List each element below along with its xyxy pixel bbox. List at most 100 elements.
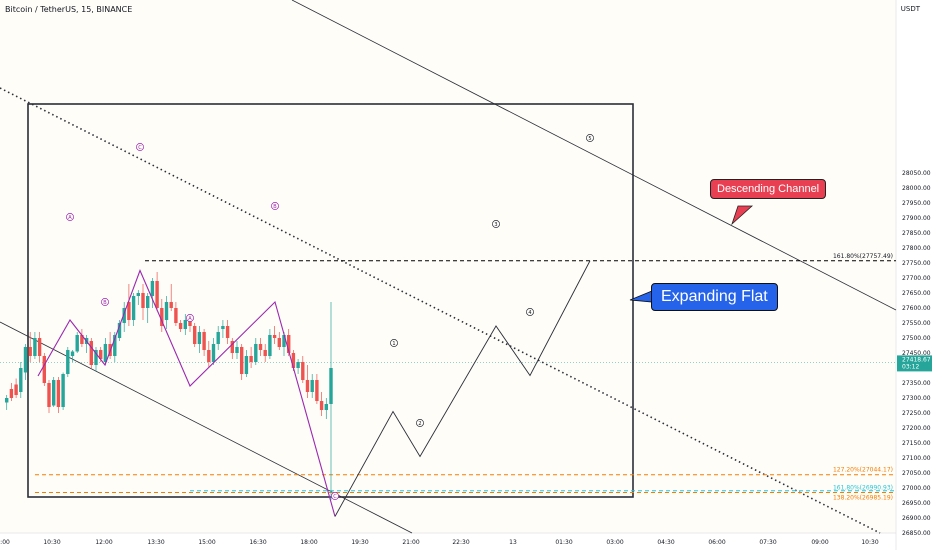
candle-body <box>174 308 178 323</box>
candle-body <box>141 293 145 308</box>
channel-upper-line <box>291 0 897 311</box>
impulse-label: 4 <box>528 310 531 316</box>
price-tick-label: 27850.00 <box>902 230 931 237</box>
wave-abc-path <box>37 269 336 517</box>
candle-body <box>136 293 140 296</box>
candle-body <box>89 341 93 365</box>
candle-body <box>70 351 75 356</box>
candle-body <box>178 323 183 329</box>
price-tick-label: 28000.00 <box>902 185 931 192</box>
candle-body <box>305 380 310 392</box>
price-axis-background <box>896 0 932 550</box>
price-tick-label: 27300.00 <box>902 395 931 402</box>
candle-body <box>193 326 197 344</box>
candle-body <box>131 296 136 320</box>
candle-body <box>52 380 56 406</box>
wave-label-circle <box>186 314 194 322</box>
candle-body <box>216 332 220 344</box>
wave-label: C <box>333 494 337 500</box>
candle-body <box>113 335 117 356</box>
countdown-label: 03:12 <box>902 363 919 370</box>
expanding-flat-callout[interactable]: Expanding Flat <box>651 283 778 311</box>
symbol-title: Bitcoin / TetherUS, 15, BINANCE <box>5 5 133 14</box>
time-tick-label: 15:00 <box>198 539 215 546</box>
time-tick-label: 01:30 <box>555 539 572 546</box>
currency-label: USDT <box>900 5 920 13</box>
price-tick-label: 27250.00 <box>902 410 931 417</box>
wave-label: C <box>138 145 142 151</box>
candle-body <box>47 383 51 407</box>
candle-body <box>221 326 225 329</box>
candle-body <box>263 350 267 356</box>
candle-body <box>188 320 192 326</box>
time-tick-label: 21:00 <box>402 539 419 546</box>
candle-body <box>80 335 84 344</box>
candle-body <box>103 344 108 362</box>
candle-body <box>240 347 244 374</box>
candle-body <box>146 296 150 308</box>
wave-label: A <box>68 215 72 221</box>
candle-body <box>42 356 46 383</box>
impulse-label-circle <box>416 419 424 427</box>
candle-body <box>61 374 65 407</box>
wave-label-circle <box>66 213 74 221</box>
price-tick-label: 28050.00 <box>902 170 931 177</box>
time-tick-label: :00 <box>0 539 10 546</box>
time-tick-label: 13:30 <box>147 539 164 546</box>
candle-body <box>66 350 70 374</box>
fib-level-label: 138.20%(26985.19) <box>833 494 893 501</box>
candle-body <box>164 302 169 320</box>
descending-channel-callout[interactable]: Descending Channel <box>710 179 827 199</box>
candle-body <box>202 332 206 350</box>
candle-body <box>301 362 305 380</box>
candle-body <box>249 356 253 362</box>
wave-label-circle <box>331 492 339 500</box>
price-tick-label: 27700.00 <box>902 275 931 282</box>
fib-level-label: 127.20%(27044.17) <box>833 467 893 474</box>
impulse-label: 3 <box>494 222 497 228</box>
candle-body <box>207 350 211 362</box>
wave-label: B <box>273 204 277 210</box>
time-tick-label: 10:30 <box>861 539 878 546</box>
price-tick-label: 27800.00 <box>902 245 931 252</box>
time-tick-label: 04:30 <box>657 539 674 546</box>
impulse-projection-path <box>334 260 591 517</box>
time-tick-label: 10:30 <box>43 539 60 546</box>
current-price-badge <box>897 355 932 372</box>
candle-body <box>183 320 187 329</box>
candle-body <box>197 332 202 344</box>
candle-body <box>291 353 296 368</box>
price-tick-label: 27750.00 <box>902 260 931 267</box>
candle-body <box>160 308 164 326</box>
price-tick-label: 27500.00 <box>902 335 931 342</box>
time-tick-label: 16:30 <box>249 539 266 546</box>
candle-body <box>75 335 79 352</box>
impulse-label: 2 <box>418 421 421 427</box>
candle-body <box>329 368 333 404</box>
candle-body <box>14 384 18 395</box>
candle-body <box>319 401 324 410</box>
price-tick-label: 27050.00 <box>902 470 931 477</box>
time-tick-label: 07:30 <box>759 539 776 546</box>
time-tick-label: 09:00 <box>811 539 828 546</box>
wave-label: B <box>103 300 107 306</box>
time-axis-background <box>0 533 896 550</box>
current-price-label: 27418.67 <box>902 356 931 363</box>
candle-body <box>23 347 28 373</box>
fib-level-label: 161.80%(26990.93) <box>833 485 893 492</box>
candle-body <box>254 344 258 362</box>
price-tick-label: 27100.00 <box>902 455 931 462</box>
candle-body <box>28 347 32 356</box>
candle-body <box>127 302 131 320</box>
price-tick-label: 27450.00 <box>902 350 931 357</box>
descending-callout-pointer <box>731 205 754 226</box>
candle-body <box>33 338 37 356</box>
candle-body <box>282 335 286 347</box>
price-tick-label: 27550.00 <box>902 320 931 327</box>
wave-label: A <box>188 316 192 322</box>
price-tick-label: 27950.00 <box>902 200 931 207</box>
candle-body <box>244 356 249 374</box>
time-tick-label: 18:00 <box>300 539 317 546</box>
